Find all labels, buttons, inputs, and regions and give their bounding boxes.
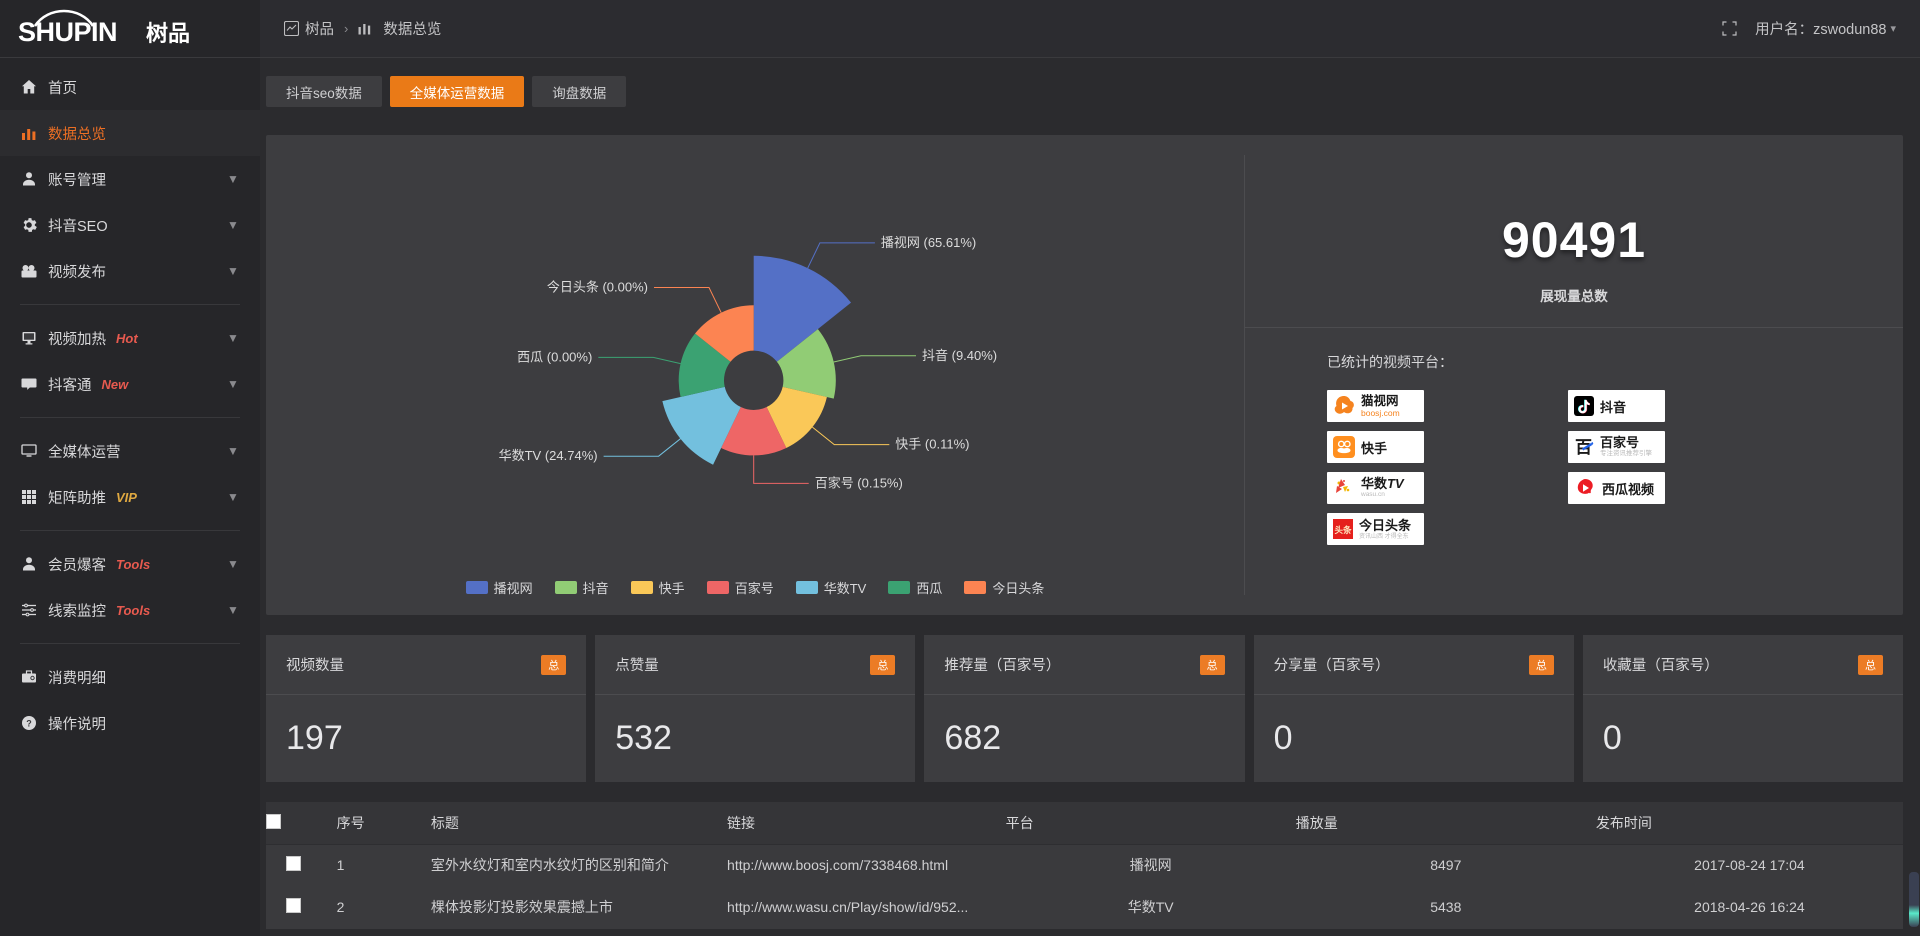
svg-text:SHUPIN: SHUPIN [18, 17, 117, 47]
svg-text:今日头条 (0.00%): 今日头条 (0.00%) [547, 280, 648, 295]
svg-text:树品: 树品 [146, 21, 190, 46]
svg-text:头条: 头条 [1334, 525, 1352, 535]
svg-text:?: ? [26, 719, 32, 729]
svg-text:百: 百 [1575, 438, 1592, 457]
svg-text:抖音 (9.40%): 抖音 (9.40%) [922, 348, 997, 363]
svg-text:华数TV (24.74%): 华数TV (24.74%) [499, 448, 598, 463]
svg-text:播视网 (65.61%): 播视网 (65.61%) [881, 235, 976, 250]
svg-text:西瓜 (0.00%): 西瓜 (0.00%) [517, 349, 592, 364]
svg-text:百家号 (0.15%): 百家号 (0.15%) [815, 475, 903, 490]
svg-text:快手 (0.11%): 快手 (0.11%) [895, 437, 969, 452]
